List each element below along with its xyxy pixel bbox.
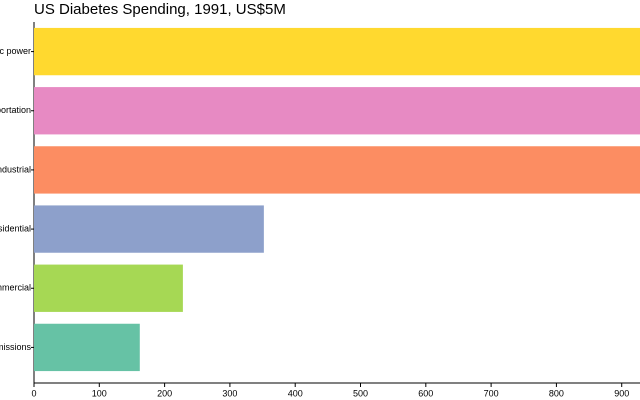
x-tick-label: 100 [92,388,107,398]
bar [34,264,183,312]
bar [34,146,640,194]
x-tick-label: 500 [353,388,368,398]
y-tick-label: ric power [0,46,31,56]
x-tick-label: 800 [549,388,564,398]
bar [34,323,140,372]
y-tick-label: missions [0,342,31,352]
y-tick-label: esidential [0,223,31,233]
x-tick-label: 300 [222,388,237,398]
x-tick-label: 700 [484,388,499,398]
x-tick-label: 600 [418,388,433,398]
chart-title: US Diabetes Spending, 1991, US$5M [34,1,286,18]
y-tick-label: Industrial [0,164,31,174]
x-tick-label: 200 [157,388,172,398]
x-tick-label: 0 [31,388,36,398]
x-tick-label: 400 [288,388,303,398]
y-tick-label: portation [0,105,31,115]
bar [34,205,264,253]
bar [34,87,640,135]
bar [34,27,640,76]
x-tick-label: 900 [614,388,629,398]
y-tick-label: mmercial [0,283,31,293]
